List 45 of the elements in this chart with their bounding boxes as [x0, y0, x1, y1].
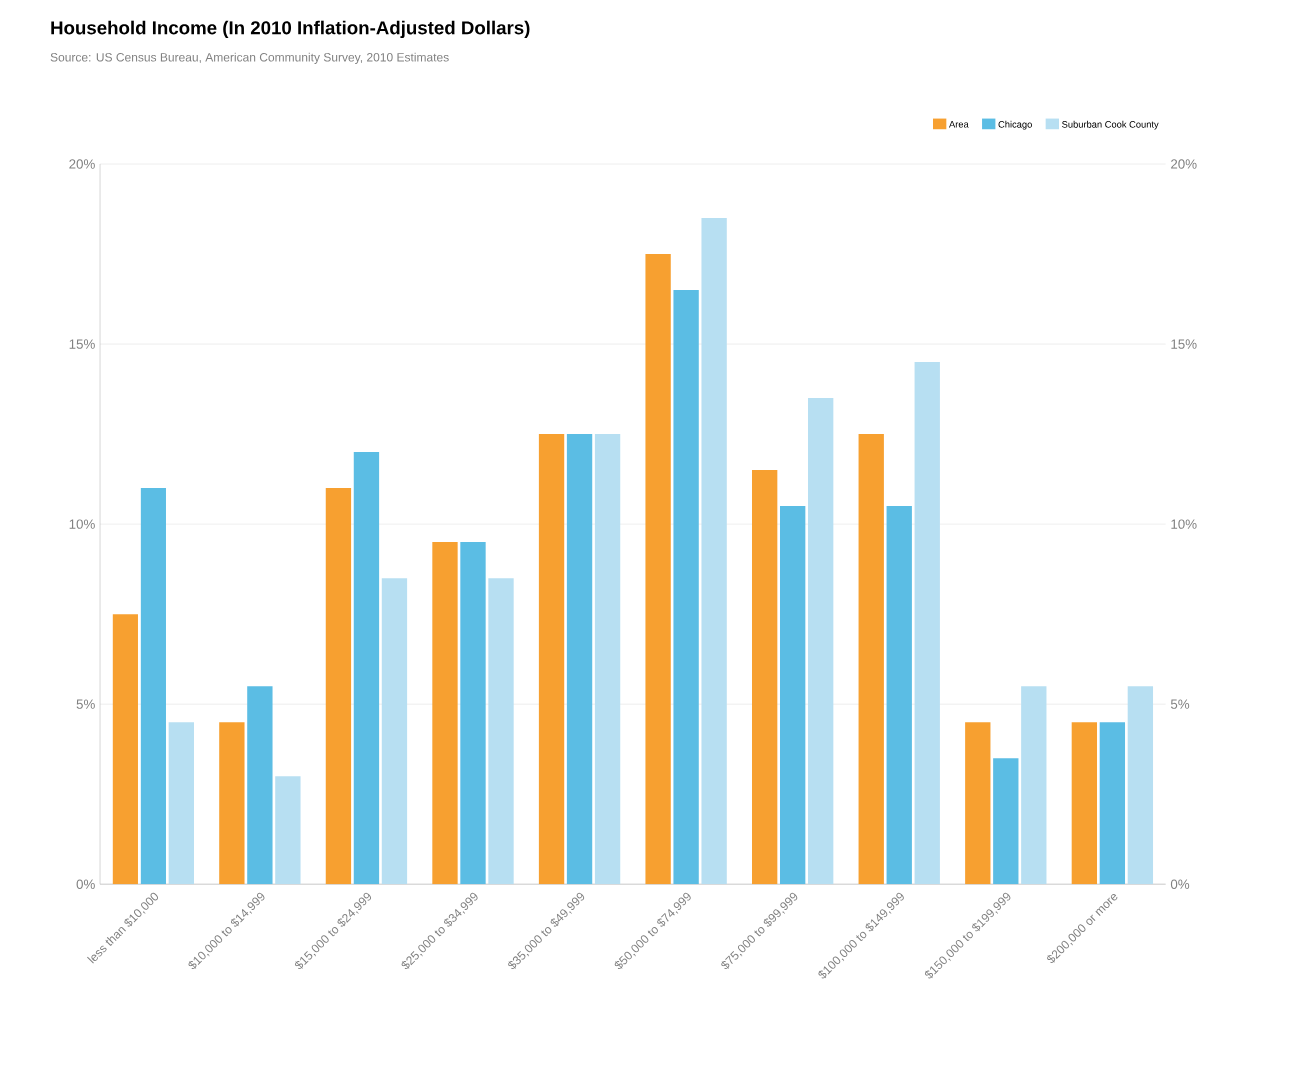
bar: [247, 686, 273, 885]
bar: [538, 434, 565, 885]
bar: [1071, 722, 1098, 885]
chart-title: Household Income (In 2010 Inflation-Adjusted Dollars): [51, 20, 530, 39]
bar: [993, 758, 1019, 885]
y2-tick-label: 10%: [1171, 519, 1197, 530]
bar: [353, 452, 380, 885]
bar: [594, 434, 621, 885]
y2-tick-label: 0%: [1170, 879, 1190, 890]
legend-label: Area: [949, 121, 969, 128]
chart-subtitle: Source: US Census Bureau, American Community Survey, 2010 Estimates: [50, 52, 449, 65]
bar: [488, 578, 514, 885]
bar: [1127, 686, 1154, 885]
y2-tick-label: 15%: [1171, 339, 1197, 349]
bar: [645, 254, 671, 885]
bar: [219, 722, 245, 885]
bar: [808, 398, 834, 885]
bar: [858, 434, 884, 885]
bar: [780, 506, 806, 885]
bar: [112, 614, 138, 885]
y-tick-label: 10%: [69, 519, 95, 530]
legend-label: Suburban Cook County: [1062, 121, 1159, 130]
bar: [140, 488, 166, 885]
bar: [432, 542, 458, 885]
bar: [914, 362, 940, 885]
y-tick-label: 20%: [69, 159, 95, 169]
y2-tick-label: 20%: [1171, 159, 1197, 169]
bar: [701, 218, 727, 885]
legend-label: Chicago: [998, 121, 1032, 130]
bar: [673, 290, 699, 885]
bar: [168, 722, 194, 885]
y2-tick-label: 5%: [1170, 699, 1190, 710]
bar: [275, 776, 301, 885]
bar: [325, 488, 352, 885]
y-tick-label: 15%: [69, 339, 95, 349]
bar: [460, 542, 486, 885]
y-tick-label: 5%: [76, 699, 95, 710]
bar: [1099, 722, 1126, 885]
bar: [1021, 686, 1047, 885]
bar: [752, 470, 778, 885]
bar: [886, 506, 912, 885]
bar: [566, 434, 593, 885]
bar: [381, 578, 408, 885]
y-tick-label: 0%: [76, 879, 95, 890]
bar: [965, 722, 991, 885]
